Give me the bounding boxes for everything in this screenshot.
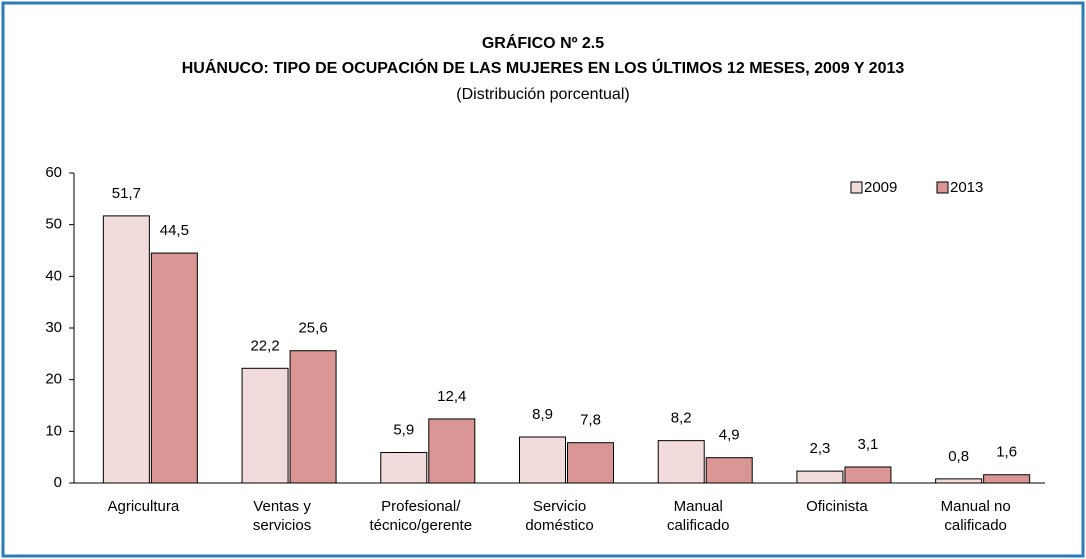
y-tick-label: 40 [45,267,62,284]
legend-label: 2013 [950,179,983,196]
bar [935,478,983,484]
data-label: 4,9 [719,427,740,444]
data-label: 0,8 [948,448,969,465]
x-tick-label: Profesional/técnico/gerente [369,498,472,534]
data-label: 3,1 [857,436,878,453]
chart-title: GRÁFICO Nº 2.5 [482,33,604,52]
bar [519,436,566,484]
bar [241,367,289,484]
data-label: 12,4 [437,388,466,405]
bar [289,350,337,484]
data-label: 2,3 [809,440,830,457]
data-label: 1,6 [996,444,1017,461]
legend-swatch [850,181,863,194]
data-label: 44,5 [160,222,189,239]
y-tick-label: 0 [54,474,62,491]
legend-swatch [936,181,949,194]
data-label: 7,8 [580,412,601,429]
x-tick-label: Oficinista [806,498,868,515]
x-tick-label: Ventas y servicios [253,498,311,534]
bar [844,466,892,484]
x-tick-label: Servicio doméstico [525,498,593,534]
y-tick-label: 50 [45,216,62,233]
bar [796,470,844,484]
chart-note: (Distribución porcentual) [456,86,629,103]
data-label: 22,2 [250,337,279,354]
chart-subtitle: HUÁNUCO: TIPO DE OCUPACIÓN DE LAS MUJERE… [182,58,905,77]
bar [428,418,476,484]
y-tick-label: 20 [45,371,62,388]
legend-label: 2009 [864,179,897,196]
y-tick-label: 10 [45,422,62,439]
y-tick-label: 30 [45,319,62,336]
bar [150,252,198,484]
data-label: 5,9 [393,421,414,438]
bar [380,452,428,484]
y-tick-label: 60 [45,164,62,181]
data-label: 25,6 [298,320,327,337]
bar [705,457,753,484]
bar [657,440,705,484]
x-tick-label: Agricultura [108,498,180,515]
data-label: 8,9 [532,406,553,423]
x-tick-label: Manual calificado [667,498,730,534]
bar [567,442,614,484]
bar [983,474,1031,484]
data-label: 8,2 [671,410,692,427]
data-label: 51,7 [112,185,141,202]
x-tick-label: Manual no calificado [941,498,1011,534]
bar [102,215,150,484]
